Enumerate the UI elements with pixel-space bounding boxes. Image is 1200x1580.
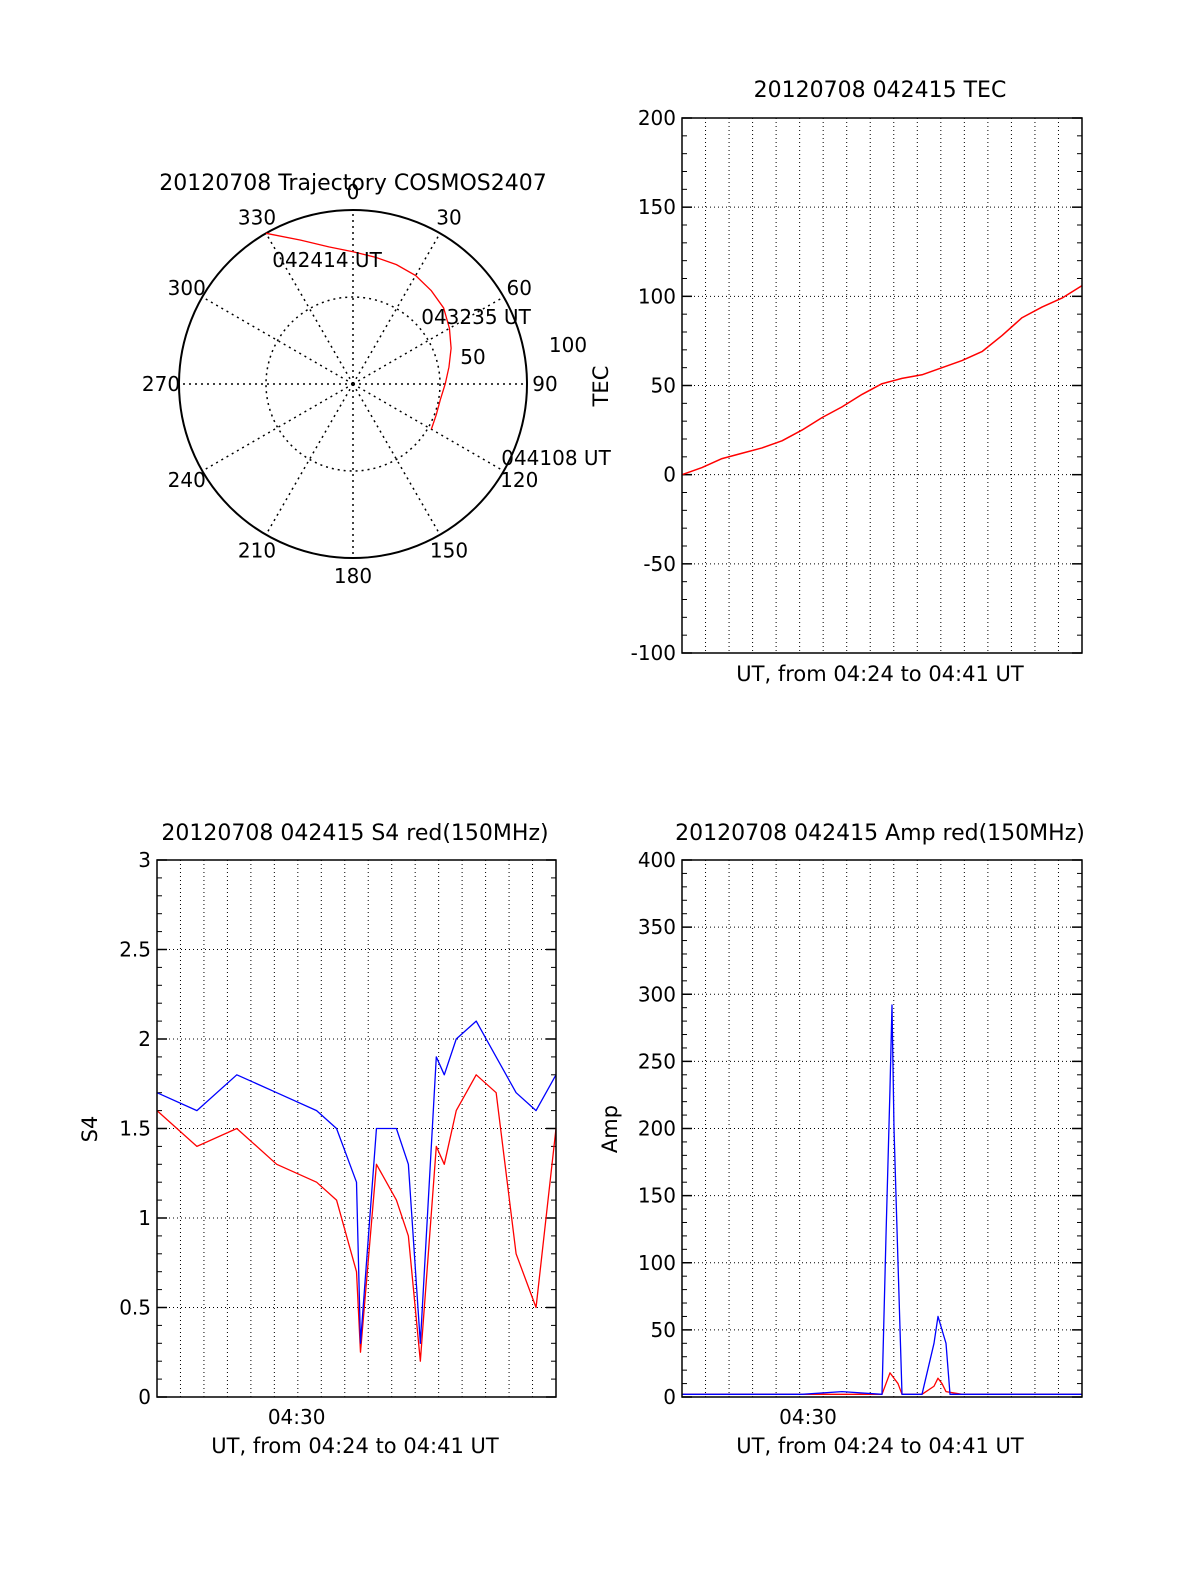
x-tick-label: 04:30	[268, 1405, 326, 1429]
s4-chart-title: 20120708 042415 S4 red(150MHz)	[161, 821, 548, 846]
polar-outer-circle	[178, 209, 528, 559]
s4-y-axis-label: S4	[78, 1116, 102, 1143]
polar-azimuth-label: 180	[334, 564, 372, 588]
y-tick-label: 2.5	[119, 938, 151, 962]
polar-spoke	[352, 383, 505, 472]
polar-spoke	[352, 296, 505, 385]
polar-azimuth-label: 300	[168, 276, 206, 300]
polar-trajectory-line	[265, 232, 452, 430]
x-tick-label: 04:30	[779, 1405, 837, 1429]
y-tick-label: 300	[638, 982, 676, 1006]
series-line	[156, 1074, 557, 1362]
y-tick-label: 2	[138, 1027, 151, 1051]
polar-azimuth-label: 150	[430, 538, 468, 562]
polar-azimuth-label: 30	[436, 206, 461, 230]
polar-time-annotation: 042414 UT	[272, 248, 382, 272]
y-tick-label: 250	[638, 1049, 676, 1073]
tec-chart-title: 20120708 042415 TEC	[754, 78, 1007, 103]
polar-azimuth-labels: 0 30 60 90 120 150 180 210 240 270 300 330	[142, 180, 558, 588]
polar-azimuth-label: 210	[238, 538, 276, 562]
polar-time-annotations: 042414 UT 043235 UT 044108 UT	[272, 248, 611, 470]
tec-chart: 20120708 042415 TEC UT, from 04:24 to 04…	[589, 78, 1083, 686]
amp-y-axis-label: Amp	[598, 1105, 622, 1153]
polar-azimuth-label: 60	[507, 276, 532, 300]
y-tick-label: 0	[663, 1385, 676, 1409]
polar-trajectory-path	[265, 232, 452, 430]
s4-plot-area: 0 0.5 1 1.5 2 2.5 3 04:30	[119, 848, 557, 1429]
amp-chart-title: 20120708 042415 Amp red(150MHz)	[675, 821, 1085, 846]
polar-trajectory-chart: 20120708 Trajectory COSMOS2407 0 30 60 90 12…	[142, 171, 612, 588]
plot-frame	[681, 859, 1083, 1398]
polar-azimuth-label: 120	[500, 468, 538, 492]
y-tick-label: 1	[138, 1206, 151, 1230]
polar-spoke	[265, 232, 354, 385]
amp-x-axis-label: UT, from 04:24 to 04:41 UT	[736, 1434, 1024, 1458]
polar-spoke	[352, 232, 441, 385]
polar-spoke	[201, 296, 354, 385]
polar-spoke	[201, 383, 354, 472]
amp-chart: 20120708 042415 Amp red(150MHz) UT, from…	[598, 821, 1085, 1458]
y-tick-label: 200	[638, 1117, 676, 1141]
polar-chart-title: 20120708 Trajectory COSMOS2407	[159, 171, 546, 196]
y-tick-label: -50	[643, 552, 676, 576]
polar-azimuth-label: 240	[168, 468, 206, 492]
polar-azimuth-label: 90	[532, 372, 557, 396]
y-tick-label: 0.5	[119, 1296, 151, 1320]
polar-spoke	[352, 383, 441, 536]
y-tick-label: 50	[651, 1318, 676, 1342]
tec-y-axis-label: TEC	[589, 366, 613, 408]
s4-chart: 20120708 042415 S4 red(150MHz) UT, from …	[78, 821, 557, 1458]
y-tick-label: 200	[638, 106, 676, 130]
polar-inner-circle	[265, 296, 441, 472]
tec-plot-area: -100 -50 0 50 100 150 200	[631, 106, 1083, 665]
polar-azimuth-label: 0	[347, 180, 360, 204]
y-tick-label: 350	[638, 915, 676, 939]
polar-grid	[178, 209, 528, 559]
y-tick-label: 1.5	[119, 1117, 151, 1141]
polar-time-annotation: 043235 UT	[421, 305, 531, 329]
y-tick-label: 100	[638, 284, 676, 308]
tec-x-axis-label: UT, from 04:24 to 04:41 UT	[736, 662, 1024, 686]
plot-frame	[156, 859, 557, 1398]
y-tick-label: 0	[138, 1385, 151, 1409]
y-tick-label: 3	[138, 848, 151, 872]
polar-radius-label: 100	[549, 333, 587, 357]
polar-time-annotation: 044108 UT	[501, 446, 611, 470]
series-line	[681, 284, 1083, 476]
y-tick-label: 400	[638, 848, 676, 872]
plot-frame	[681, 117, 1083, 654]
series-line	[682, 1004, 1082, 1395]
y-tick-label: 150	[638, 1184, 676, 1208]
amp-plot-area: 0 50 100 150 200 250 300 350 400 04:30	[638, 848, 1083, 1429]
series-line	[156, 1020, 557, 1344]
y-tick-label: -100	[631, 641, 676, 665]
s4-x-axis-label: UT, from 04:24 to 04:41 UT	[211, 1434, 499, 1458]
polar-radius-labels: 50 100	[460, 333, 587, 369]
y-tick-label: 150	[638, 195, 676, 219]
polar-radius-label: 50	[460, 345, 485, 369]
y-tick-label: 50	[651, 374, 676, 398]
polar-azimuth-label: 270	[142, 372, 180, 396]
polar-spoke	[265, 383, 354, 536]
polar-azimuth-label: 330	[238, 206, 276, 230]
y-tick-label: 0	[663, 463, 676, 487]
y-tick-label: 100	[638, 1251, 676, 1275]
